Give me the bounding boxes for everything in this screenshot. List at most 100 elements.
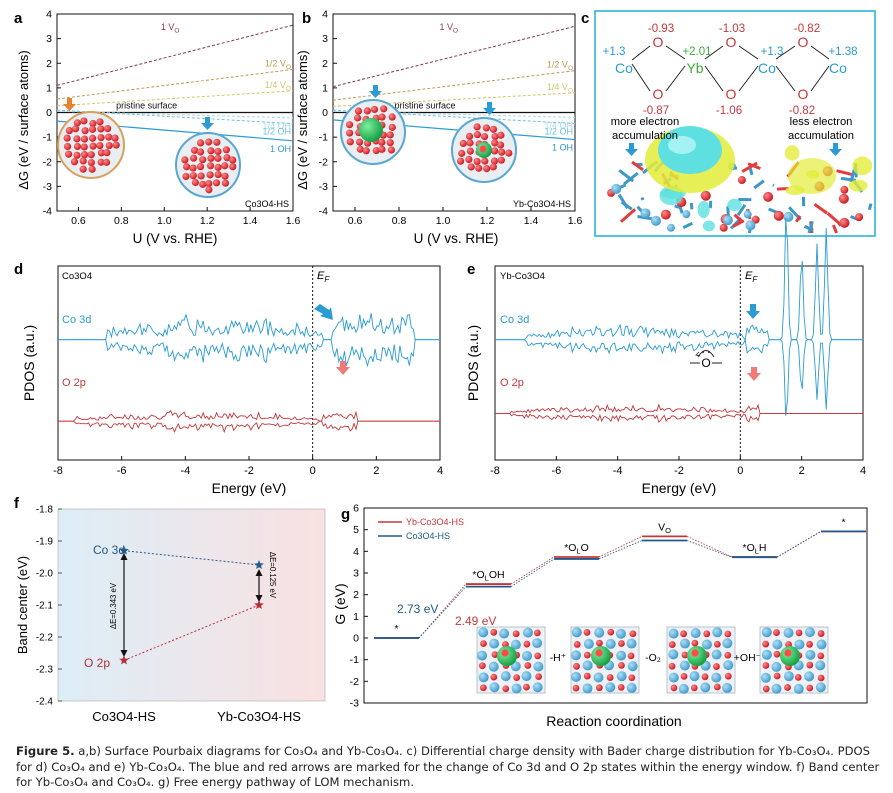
atom-ball [505, 149, 513, 157]
atom-ball [784, 684, 791, 691]
atom-ball [533, 661, 544, 672]
y-tick-label: -4 [43, 206, 52, 218]
atom-ball [221, 172, 229, 180]
atom-ball [80, 135, 89, 143]
x-tick-label: 0.6 [348, 215, 363, 227]
bond [826, 212, 842, 226]
oh-atom [479, 145, 487, 153]
atom-ball [711, 672, 722, 683]
atom-ball [478, 662, 486, 670]
lom-structure-sequence: -H⁺ -O₂ +OH⁻ [476, 626, 829, 694]
bader-charge-o-top: -1.03 [719, 23, 745, 35]
atom-ball [223, 154, 231, 162]
atom-ball [491, 651, 499, 659]
atom [660, 209, 671, 220]
density-blob [727, 198, 742, 212]
energy-annotation-yb: 2.49 eV [455, 614, 496, 628]
atom [855, 213, 864, 222]
y-tick-label: -2.1 [36, 601, 54, 612]
atom-ball [583, 651, 591, 659]
atom-ball [713, 663, 720, 670]
x-axis-label: Reaction coordination [546, 713, 681, 729]
atom-ball [806, 684, 814, 692]
y-tick-label: -4 [319, 206, 328, 218]
connector-line [598, 535, 643, 558]
atom-ball [511, 683, 522, 694]
atom-ball [490, 628, 498, 636]
y-tick-label: -3 [319, 181, 328, 193]
atom-ball [712, 627, 723, 638]
atom-ball [605, 638, 616, 649]
atom-ball [387, 146, 396, 154]
x-tick-label: -8 [490, 465, 500, 477]
atom-ball [346, 138, 354, 146]
x-tick-label: -6 [117, 465, 127, 477]
atom [640, 208, 651, 219]
atom [611, 183, 622, 194]
series-line-2 [56, 90, 294, 107]
atom-ball [81, 127, 89, 135]
atom [743, 210, 752, 219]
atom [719, 223, 728, 232]
x-tick-label: 0.6 [71, 215, 86, 227]
bader-charge-co-mid: +1.3 [761, 46, 784, 58]
atom-ball [190, 154, 198, 162]
atom-ball [477, 650, 488, 661]
blue-arrow-icon [829, 143, 842, 156]
energy-annotation-co: 2.73 eV [397, 602, 438, 616]
annotation-less-electron: less electron [790, 116, 853, 128]
atom-ball [363, 107, 371, 115]
y-tick-label: 5 [353, 524, 359, 536]
atom-ball [502, 685, 510, 693]
atom-ball [490, 673, 498, 681]
arrow-head-icon [255, 569, 263, 576]
atom-ball [111, 134, 119, 142]
atom-ball [481, 157, 489, 165]
x-tick-label: 1.0 [157, 215, 172, 227]
atom-ball [713, 683, 721, 691]
atom-ball [582, 660, 593, 671]
atom-ball [80, 151, 89, 159]
atom [722, 215, 733, 226]
series-label-6: 1 OH [270, 144, 291, 154]
fermi-label: EF [317, 270, 330, 284]
step-label-4: *OLH [742, 542, 766, 556]
bond [689, 202, 694, 210]
step-label-bg [546, 650, 570, 663]
atom-label-co: Co [758, 60, 776, 76]
atom-ball [605, 682, 616, 693]
atom-ball [627, 652, 635, 660]
atom-ball [817, 652, 825, 660]
atom-ball [668, 649, 679, 660]
x-tick-label: 1.4 [243, 215, 258, 227]
delta-annotation-right: ΔE=0.125 eV [268, 552, 277, 599]
atom-ball [378, 113, 386, 121]
atom-ball [626, 682, 637, 693]
x-tick-label: -4 [613, 465, 623, 477]
atom-ball [573, 662, 580, 670]
x-tick-label: -8 [53, 465, 63, 477]
structure-ball-1 [57, 111, 125, 179]
atom [700, 190, 711, 201]
atom-ball [815, 682, 826, 693]
atom-ball [499, 628, 510, 639]
atom-ball [465, 132, 474, 140]
blue-arrow-icon [746, 304, 760, 319]
atom-ball [221, 179, 230, 187]
atom-ball [479, 684, 487, 692]
connector-line [776, 531, 822, 558]
atom-ball [670, 684, 678, 692]
bond [753, 179, 765, 190]
y-tick-label: -2 [43, 156, 52, 168]
density-blob [848, 179, 868, 192]
series-label-5: 1/2 OH [262, 127, 291, 137]
yb-atom [497, 646, 517, 666]
blue-arrow-icon [201, 117, 214, 130]
atom-ball [618, 640, 625, 647]
bond [748, 167, 754, 176]
atom-ball [483, 164, 491, 173]
atom-ball [73, 142, 82, 151]
atom-label-yb: Yb [686, 60, 703, 76]
atom-ball [362, 147, 370, 155]
atom-ball [346, 129, 354, 137]
